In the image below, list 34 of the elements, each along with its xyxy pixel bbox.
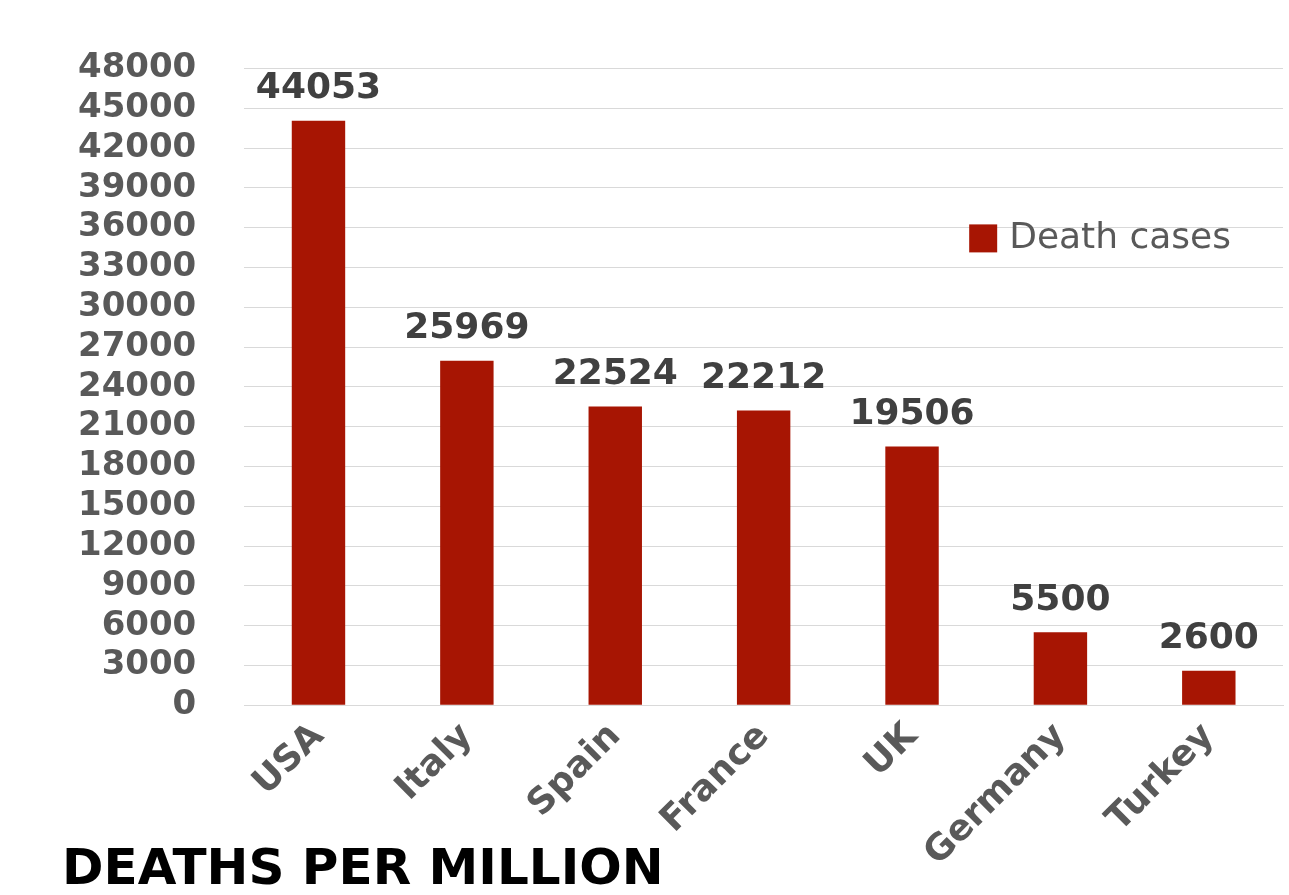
y-tick-label: 24000 bbox=[77, 363, 197, 404]
y-tick-label: 30000 bbox=[77, 284, 197, 325]
y-tick-label: 3000 bbox=[101, 642, 197, 683]
y-tick-label: 12000 bbox=[77, 522, 197, 563]
y-tick-label: 33000 bbox=[77, 244, 197, 285]
bar bbox=[1033, 632, 1088, 705]
bar bbox=[588, 406, 642, 705]
y-tick-label: 9000 bbox=[101, 562, 197, 603]
y-tick-label: 6000 bbox=[101, 602, 197, 643]
y-tick-label: 48000 bbox=[77, 45, 197, 86]
y-tick-label: 21000 bbox=[77, 403, 197, 444]
bar bbox=[291, 120, 346, 705]
data-label: 2600 bbox=[1158, 615, 1259, 657]
bar bbox=[440, 360, 494, 705]
y-tick-label: 45000 bbox=[77, 85, 197, 126]
y-tick-label: 15000 bbox=[77, 483, 197, 524]
data-label: 5500 bbox=[1010, 576, 1111, 618]
data-label: 25969 bbox=[404, 305, 530, 347]
y-tick-label: 27000 bbox=[77, 323, 197, 364]
y-tick-label: 0 bbox=[172, 682, 197, 723]
y-tick-label: 42000 bbox=[77, 124, 197, 165]
data-label: 22524 bbox=[552, 350, 678, 392]
y-tick-label: 36000 bbox=[77, 204, 197, 245]
data-label: 22212 bbox=[701, 354, 827, 396]
bar bbox=[885, 446, 939, 705]
y-tick-label: 39000 bbox=[77, 164, 197, 205]
legend-label: Death cases bbox=[1009, 214, 1232, 256]
data-label: 19506 bbox=[849, 390, 975, 432]
bar bbox=[1182, 670, 1236, 705]
data-label: 44053 bbox=[255, 65, 382, 107]
x-tick-label: UK bbox=[854, 713, 926, 784]
bar bbox=[736, 410, 791, 705]
text: DEATHS PER MILLION bbox=[62, 838, 664, 895]
y-tick-label: 18000 bbox=[77, 443, 197, 484]
